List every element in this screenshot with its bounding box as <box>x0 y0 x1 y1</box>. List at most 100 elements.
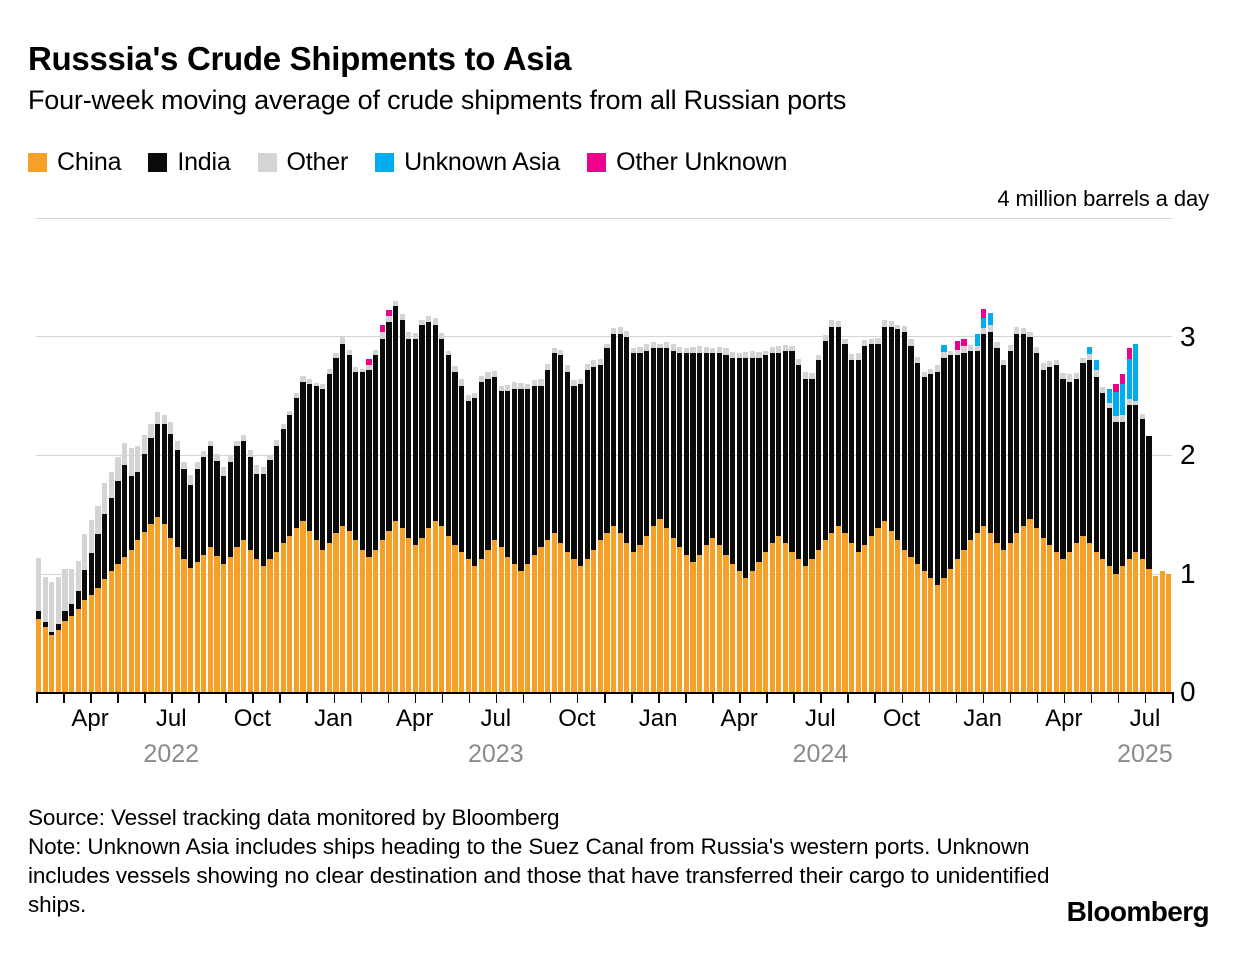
bar-column[interactable] <box>848 218 856 692</box>
bar-column[interactable] <box>287 218 294 692</box>
bar-column[interactable] <box>888 218 896 692</box>
bar-column[interactable] <box>432 218 440 692</box>
bar-column[interactable] <box>809 218 816 692</box>
bar-column[interactable] <box>895 218 902 692</box>
legend-item-other-unknown[interactable]: Other Unknown <box>587 148 787 177</box>
bar-column[interactable] <box>201 218 208 692</box>
bar-column[interactable] <box>901 218 909 692</box>
bar-column[interactable] <box>161 218 169 692</box>
bar-column[interactable] <box>683 218 691 692</box>
bar-column[interactable] <box>240 218 248 692</box>
legend-item-other[interactable]: Other <box>257 148 348 177</box>
bar-column[interactable] <box>346 218 354 692</box>
legend-item-china[interactable]: China <box>28 148 122 177</box>
bar-column[interactable] <box>492 218 499 692</box>
bar-column[interactable] <box>141 218 149 692</box>
bar-column[interactable] <box>677 218 684 692</box>
bar-column[interactable] <box>789 218 796 692</box>
bar-column[interactable] <box>954 218 962 692</box>
bar-column[interactable] <box>882 218 889 692</box>
bar-column[interactable] <box>928 218 935 692</box>
bar-column[interactable] <box>511 218 519 692</box>
bar-column[interactable] <box>1000 218 1008 692</box>
bar-column[interactable] <box>485 218 492 692</box>
bar-column[interactable] <box>670 218 678 692</box>
bar-column[interactable] <box>776 218 783 692</box>
bar-column[interactable] <box>1034 218 1041 692</box>
bar-column[interactable] <box>88 218 96 692</box>
bar-column[interactable] <box>95 218 102 692</box>
bar-column[interactable] <box>399 218 407 692</box>
bar-column[interactable] <box>644 218 651 692</box>
bar-column[interactable] <box>273 218 281 692</box>
bar-column[interactable] <box>1073 218 1081 692</box>
bar-column[interactable] <box>439 218 446 692</box>
bar-column[interactable] <box>584 218 592 692</box>
bar-column[interactable] <box>564 218 572 692</box>
bar-column[interactable] <box>128 218 136 692</box>
bar-column[interactable] <box>459 218 466 692</box>
bar-column[interactable] <box>62 218 69 692</box>
bar-column[interactable] <box>1119 218 1127 692</box>
bar-column[interactable] <box>49 218 56 692</box>
legend-item-india[interactable]: India <box>148 148 231 177</box>
bar-column[interactable] <box>802 218 810 692</box>
bar-column[interactable] <box>267 218 274 692</box>
bar-column[interactable] <box>69 218 76 692</box>
bar-column[interactable] <box>1100 218 1107 692</box>
bar-column[interactable] <box>445 218 453 692</box>
bar-column[interactable] <box>1080 218 1087 692</box>
bar-column[interactable] <box>796 218 803 692</box>
bar-column[interactable] <box>703 218 711 692</box>
bar-column[interactable] <box>769 218 777 692</box>
bar-column[interactable] <box>624 218 631 692</box>
bar-column[interactable] <box>829 218 836 692</box>
bar-column[interactable] <box>571 218 578 692</box>
bar-column[interactable] <box>657 218 664 692</box>
bar-column[interactable] <box>293 218 301 692</box>
bar-column[interactable] <box>419 218 426 692</box>
bar-column[interactable] <box>174 218 182 692</box>
bar-column[interactable] <box>1139 218 1147 692</box>
bar-column[interactable] <box>551 218 559 692</box>
bar-column[interactable] <box>1053 218 1061 692</box>
bar-column[interactable] <box>538 218 545 692</box>
bar-column[interactable] <box>1047 218 1054 692</box>
bar-column[interactable] <box>981 218 988 692</box>
bar-column[interactable] <box>531 218 539 692</box>
bar-column[interactable] <box>320 218 327 692</box>
bar-column[interactable] <box>822 218 830 692</box>
bar-column[interactable] <box>1020 218 1028 692</box>
bar-column[interactable] <box>756 218 763 692</box>
bar-column[interactable] <box>1113 218 1120 692</box>
bar-column[interactable] <box>333 218 340 692</box>
bar-column[interactable] <box>234 218 241 692</box>
bar-column[interactable] <box>154 218 162 692</box>
bar-column[interactable] <box>749 218 757 692</box>
bar-column[interactable] <box>1040 218 1048 692</box>
bar-column[interactable] <box>617 218 625 692</box>
bar-column[interactable] <box>1152 218 1160 692</box>
bar-column[interactable] <box>465 218 473 692</box>
bar-column[interactable] <box>472 218 479 692</box>
bar-column[interactable] <box>842 218 849 692</box>
bar-column[interactable] <box>1086 218 1094 692</box>
bar-column[interactable] <box>227 218 235 692</box>
bar-column[interactable] <box>1133 218 1140 692</box>
bar-column[interactable] <box>736 218 744 692</box>
bar-column[interactable] <box>1166 218 1173 692</box>
bar-column[interactable] <box>406 218 413 692</box>
bar-column[interactable] <box>452 218 459 692</box>
bar-column[interactable] <box>961 218 968 692</box>
bar-column[interactable] <box>690 218 697 692</box>
bar-column[interactable] <box>181 218 188 692</box>
bar-column[interactable] <box>188 218 195 692</box>
bar-column[interactable] <box>908 218 915 692</box>
bar-column[interactable] <box>214 218 221 692</box>
bar-column[interactable] <box>340 218 347 692</box>
bar-column[interactable] <box>696 218 704 692</box>
bar-column[interactable] <box>835 218 843 692</box>
bar-column[interactable] <box>42 218 50 692</box>
bar-column[interactable] <box>121 218 129 692</box>
bar-column[interactable] <box>373 218 380 692</box>
